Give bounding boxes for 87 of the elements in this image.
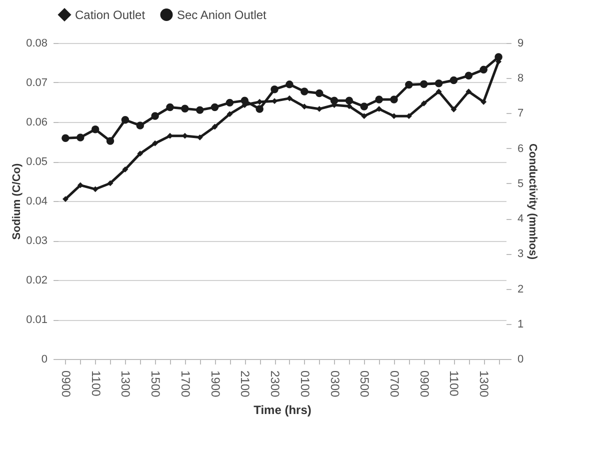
legend-label: Cation Outlet [75, 8, 146, 22]
point [151, 112, 159, 120]
y-tick-label: 0.08 [26, 38, 48, 50]
point [390, 96, 398, 104]
x-tick-label: 1100 [447, 370, 462, 397]
point [436, 88, 442, 95]
point [91, 126, 100, 134]
y2-tick-label: 5 [518, 178, 524, 190]
point [270, 85, 278, 94]
x-tick-label: 1300 [477, 370, 492, 398]
point [375, 96, 383, 104]
point [121, 116, 130, 124]
point [450, 106, 457, 112]
x-tick-label: 2300 [268, 370, 282, 398]
point [361, 113, 368, 120]
y2-tick-label: 7 [518, 108, 524, 120]
y2-tick-label: 1 [518, 318, 524, 330]
x-tick-label: 1700 [178, 370, 192, 398]
point [420, 80, 428, 88]
point [181, 104, 189, 113]
y-tick-label: 0.03 [26, 235, 48, 247]
point [62, 196, 68, 202]
x-tick-label: 1900 [208, 370, 222, 398]
point [376, 106, 382, 112]
y-tick-label: 0.01 [26, 314, 48, 326]
x-tick-label: 1300 [118, 370, 133, 398]
x-tick-label: 1500 [148, 370, 163, 398]
y2-axis-title: Conductivity (mmhos) [526, 143, 539, 260]
x-tick-label: 0500 [358, 370, 372, 398]
legend-label: Sec Anion Outlet [177, 8, 268, 22]
point [494, 53, 502, 61]
y-tick-label: 0.05 [26, 156, 48, 168]
point [196, 106, 204, 114]
y-tick-label: 0.04 [26, 196, 48, 208]
point [286, 95, 292, 102]
y2-tick-label: 4 [518, 213, 524, 226]
point [152, 140, 158, 146]
y2-tick-label: 8 [518, 72, 524, 85]
point [136, 122, 144, 130]
y2-tick-label: 0 [518, 354, 524, 366]
y-tick-label: 0.06 [26, 116, 48, 128]
y-tick-label: 0.02 [26, 274, 48, 286]
y-axis-title: Sodium (C/Co) [11, 162, 24, 240]
point [464, 72, 473, 80]
x-tick-label: 1100 [88, 370, 103, 397]
x-tick-label: 0100 [298, 370, 312, 398]
point [466, 88, 472, 95]
point [210, 103, 219, 112]
point [420, 100, 427, 106]
y-tick-label: 0 [41, 354, 48, 366]
point [405, 80, 413, 89]
y2-tick-label: 2 [518, 283, 524, 296]
y2-tick-label: 9 [518, 38, 524, 50]
x-tick-label: 0700 [388, 370, 402, 398]
point [256, 105, 264, 113]
point [300, 88, 308, 96]
x-tick-label: 0300 [328, 370, 342, 398]
y-tick-label: 0.07 [26, 77, 48, 89]
point [450, 76, 458, 84]
x-tick-label: 2100 [238, 370, 252, 398]
y2-tick-label: 6 [518, 142, 524, 155]
point [62, 134, 70, 142]
point [345, 96, 354, 104]
x-tick-label: 0900 [417, 370, 432, 398]
point [166, 103, 174, 112]
point [301, 104, 308, 110]
y2-tick-label: 3 [518, 248, 524, 260]
point [122, 166, 128, 172]
point [286, 80, 294, 88]
point [107, 180, 114, 186]
point [226, 98, 234, 107]
point [360, 102, 368, 110]
point [76, 134, 84, 142]
point [434, 80, 443, 88]
point [330, 96, 338, 104]
point [92, 186, 98, 192]
point [106, 137, 114, 145]
point [480, 98, 487, 105]
point [77, 182, 84, 188]
point [240, 96, 249, 104]
x-tick-label: 0900 [58, 370, 73, 398]
x-axis-title: Time (hrs) [254, 403, 312, 418]
point [315, 89, 324, 98]
point [212, 124, 218, 130]
point [137, 150, 144, 157]
point [226, 111, 233, 118]
point [480, 66, 488, 74]
